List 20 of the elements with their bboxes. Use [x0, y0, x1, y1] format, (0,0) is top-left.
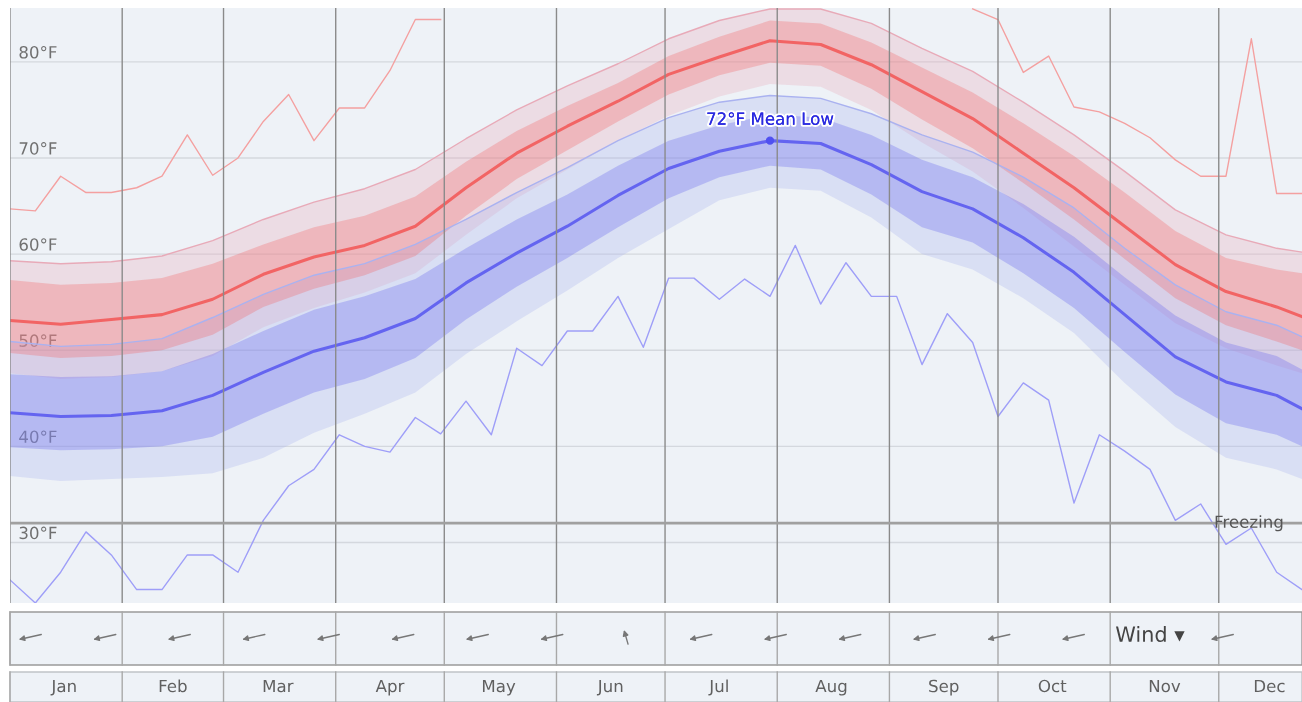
x-tick-label: Jun	[596, 679, 623, 696]
ref-line-label: Freezing	[1215, 515, 1283, 532]
x-tick-label: Aug	[815, 679, 847, 696]
x-tick-label: Apr	[375, 679, 405, 696]
y-tick-label: 70°F	[19, 142, 57, 155]
x-tick-label: Mar	[263, 679, 294, 693]
x-tick-label: Nov	[1149, 679, 1181, 693]
x-tick-label: Jul	[708, 679, 728, 696]
text: Wind ▾	[1115, 625, 1185, 643]
x-tick-label: Jan	[50, 679, 76, 696]
y-tick-label: 50°F	[19, 334, 57, 347]
x-tick-label: Dec	[1254, 679, 1285, 693]
x-tick-label: Oct	[1038, 679, 1067, 693]
y-tick-label: 60°F	[19, 238, 57, 251]
y-tick-label: 40°F	[19, 430, 57, 444]
x-tick-label: Sep	[929, 679, 959, 696]
x-tick-label: May	[482, 679, 516, 696]
y-tick-label: 80°F	[19, 45, 57, 59]
y-tick-label: 30°F	[19, 526, 57, 540]
x-tick-label: Feb	[159, 679, 187, 693]
